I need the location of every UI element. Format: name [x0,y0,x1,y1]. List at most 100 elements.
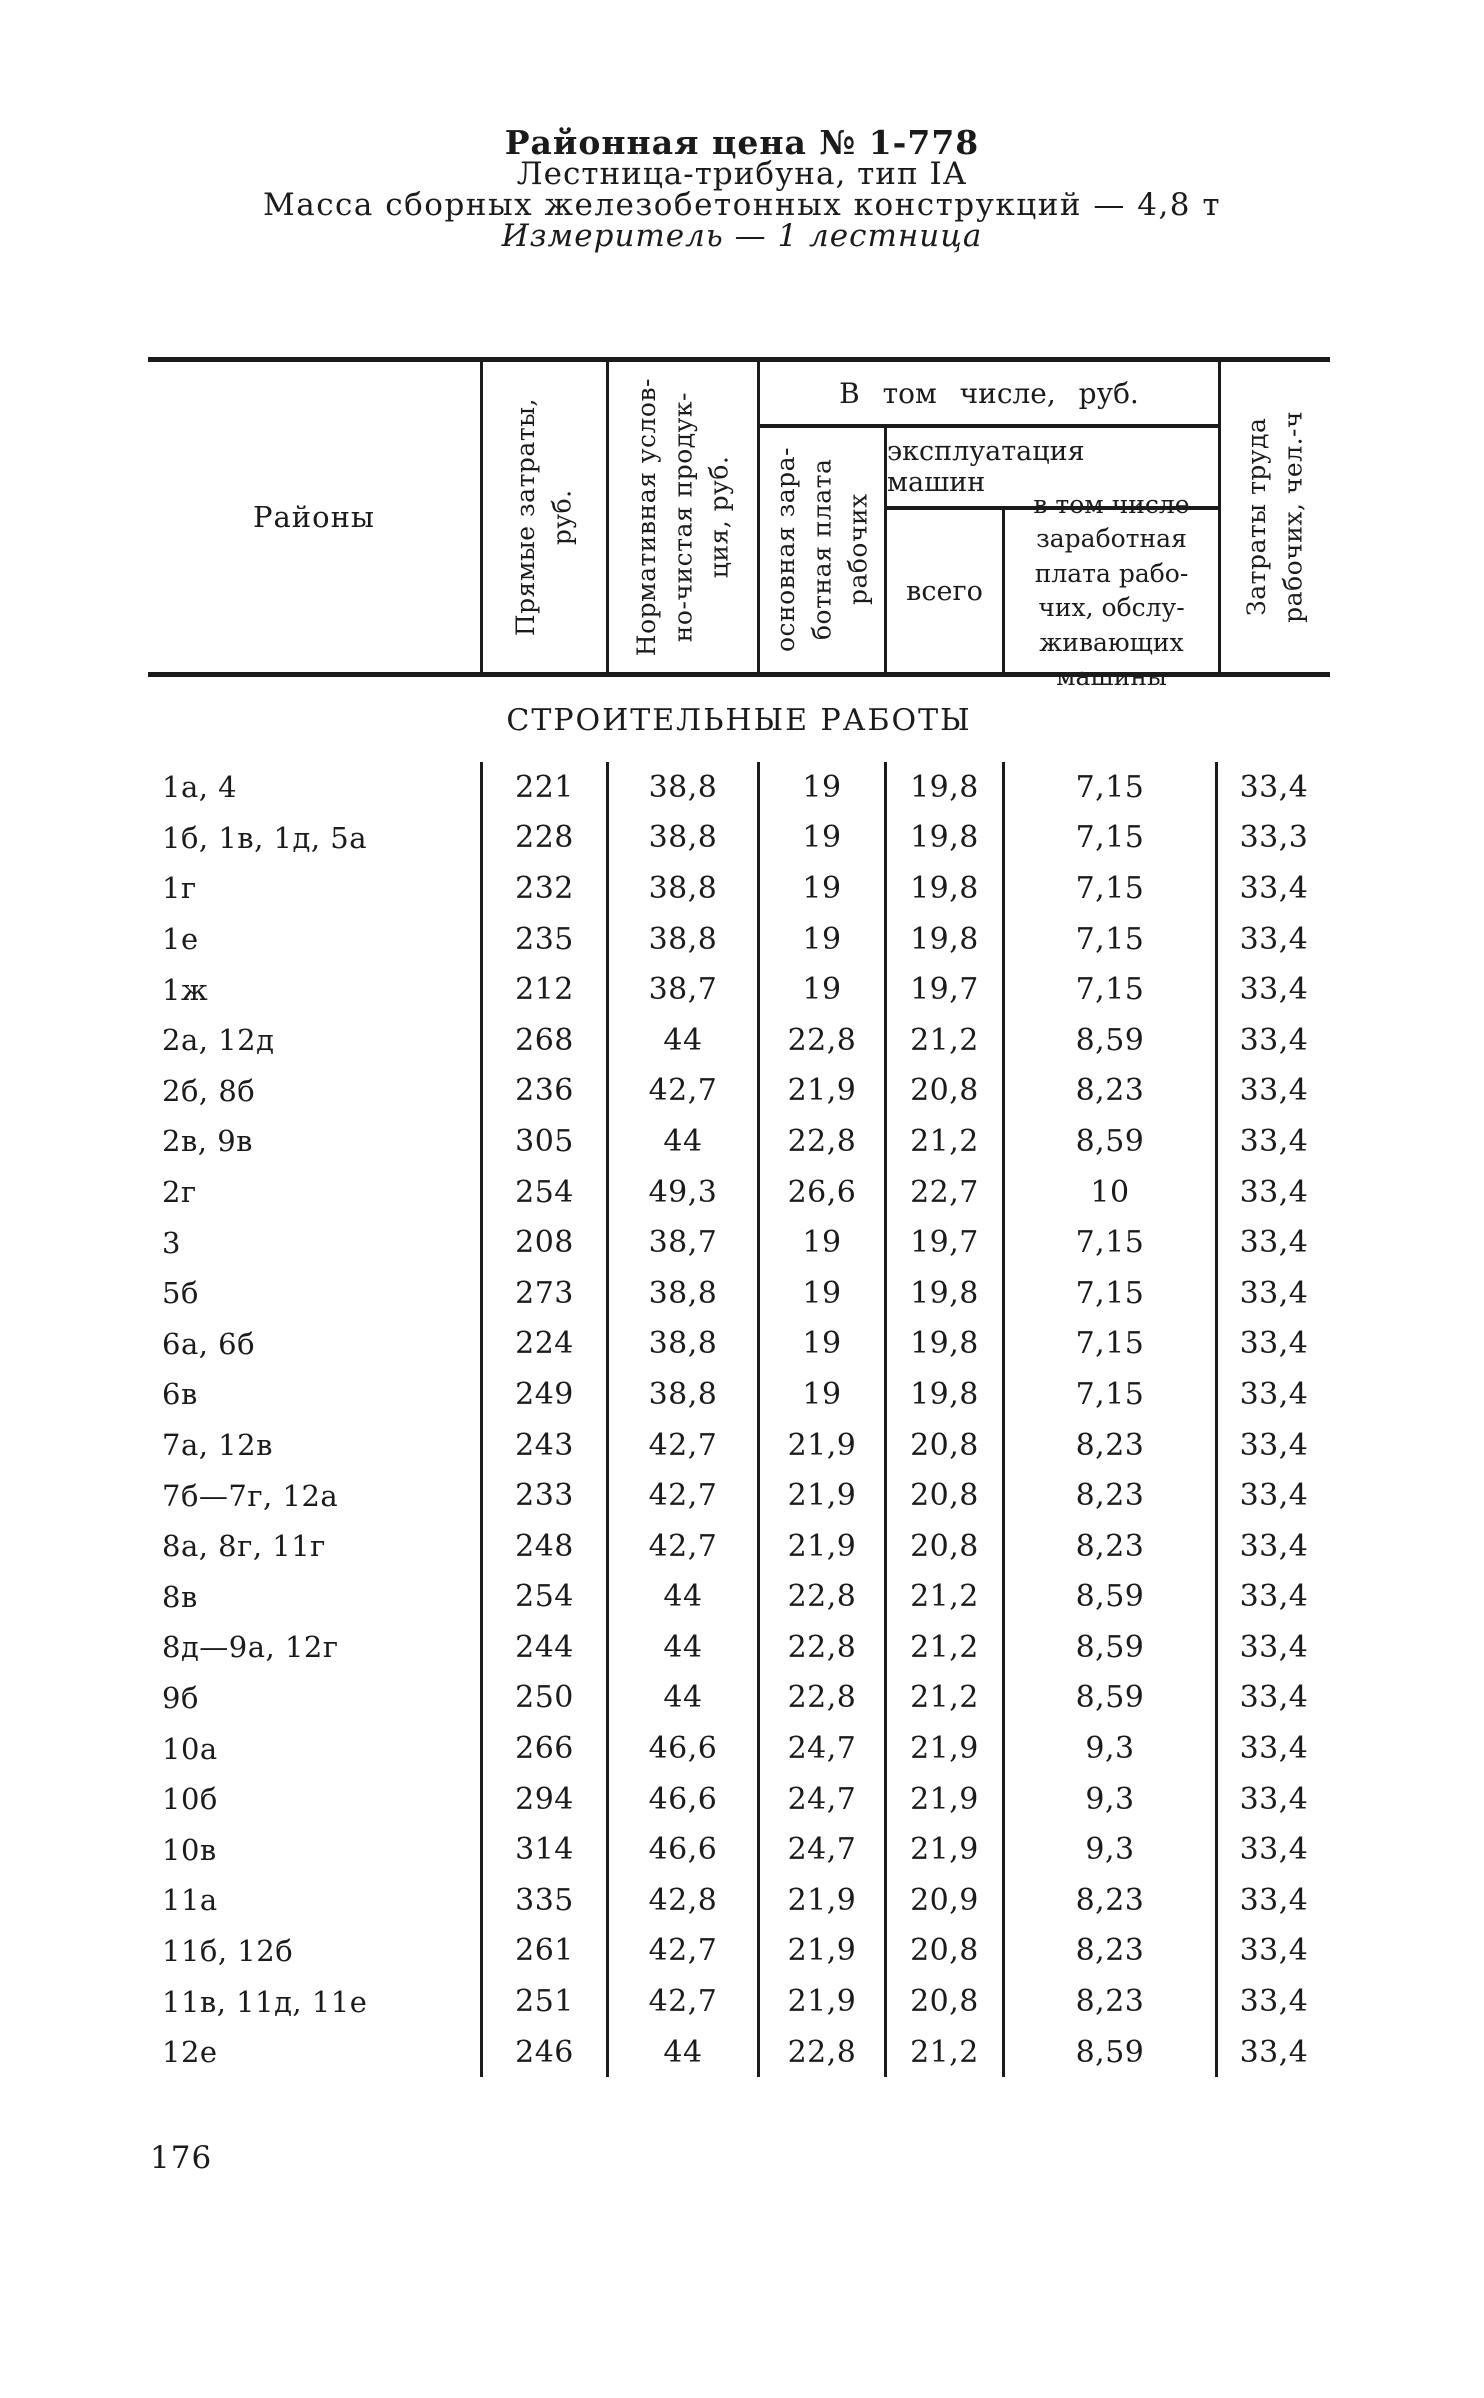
cell-normative-production: 46,6 [609,1773,760,1825]
cell-machine-total: 19,8 [887,812,1005,864]
row-region-label: 10б [148,1773,483,1825]
cell-machine-wage: 7,15 [1005,913,1218,965]
cell-labor-costs: 33,4 [1239,1680,1309,1716]
cell-labor-costs: 33,4 [1239,1123,1309,1159]
cell-basic-wage: 21,9 [760,1419,887,1471]
cell-labor-costs: 33,4 [1239,1882,1309,1918]
cell-basic-wage: 21,9 [760,1875,887,1926]
cell-normative-production: 38,8 [609,913,760,965]
cell-labor-costs: 33,4 [1239,1781,1309,1817]
cell-normative-production: 42,7 [609,1065,760,1117]
col-header-labor-costs: Затраты труда рабочих, чел.-ч [1218,362,1330,672]
cell-machine-wage: 9,3 [1005,1723,1218,1774]
cell-direct-costs: 212 [483,964,609,1015]
cell-normative-production: 44 [609,1622,760,1673]
row-region-label: 9б [148,1672,483,1724]
row-region-label: 5б [148,1267,483,1319]
cell-basic-wage: 21,9 [760,1065,887,1117]
cell-machine-total: 21,2 [887,1116,1005,1167]
cell-direct-costs: 305 [483,1116,609,1167]
cell-basic-wage: 22,8 [760,2026,887,2078]
col-header-basic-wage: основная зара- ботная плата рабочих [760,428,887,672]
cell-basic-wage: 22,8 [760,1622,887,1673]
cell-machine-total: 21,2 [887,1014,1005,1066]
cell-machine-wage: 7,15 [1005,863,1218,914]
cell-basic-wage: 22,8 [760,1014,887,1066]
cell-normative-production: 42,7 [609,1976,760,2027]
row-region-label: 11б, 12б [148,1925,483,1977]
cell-direct-costs: 224 [483,1318,609,1370]
row-region-label: 7а, 12в [148,1419,483,1471]
cell-direct-costs: 221 [483,762,609,813]
cell-labor-costs: 33,4 [1239,870,1309,906]
cell-basic-wage: 19 [760,863,887,914]
col-header-including-machine-wage: в том числе заработная плата рабо- чих, … [1005,490,1218,692]
cell-basic-wage: 24,7 [760,1723,887,1774]
cell-normative-production: 38,7 [609,1217,760,1268]
cell-basic-wage: 21,9 [760,1976,887,2027]
cell-machine-wage: 9,3 [1005,1773,1218,1825]
cell-machine-wage: 8,23 [1005,1065,1218,1117]
cell-machine-wage: 8,59 [1005,2026,1218,2078]
cell-machine-total: 21,9 [887,1824,1005,1876]
col-header-including-rub: В том числе, руб. [760,362,1218,428]
cell-normative-production: 38,8 [609,1267,760,1319]
cell-machine-total: 21,2 [887,1571,1005,1623]
col-header-total-label: всего [906,575,983,607]
cell-direct-costs: 244 [483,1622,609,1673]
cell-normative-production: 42,7 [609,1520,760,1572]
cell-basic-wage: 19 [760,812,887,864]
cell-machine-wage: 7,15 [1005,762,1218,813]
col-header-machine-operation-label: эксплуатация машин [887,436,1085,498]
row-region-label: 6а, 6б [148,1318,483,1370]
cell-machine-wage: 8,59 [1005,1622,1218,1673]
row-region-label: 7б—7г, 12а [148,1470,483,1521]
cell-normative-production: 38,8 [609,863,760,914]
cell-machine-wage: 7,15 [1005,1267,1218,1319]
cell-normative-production: 42,7 [609,1470,760,1521]
cell-direct-costs: 273 [483,1267,609,1319]
cell-basic-wage: 22,8 [760,1116,887,1167]
cell-machine-total: 21,2 [887,2026,1005,2078]
cell-machine-total: 19,7 [887,964,1005,1015]
cell-labor-costs: 33,4 [1239,1984,1309,2020]
cell-machine-wage: 10 [1005,1166,1218,1218]
cell-machine-wage: 8,59 [1005,1672,1218,1724]
document-heading: Районная цена № 1-778 Лестница-трибуна, … [0,126,1484,252]
cell-direct-costs: 236 [483,1065,609,1117]
cell-labor-costs: 33,4 [1239,1225,1309,1261]
cell-direct-costs: 268 [483,1014,609,1066]
cell-normative-production: 42,7 [609,1925,760,1977]
cell-machine-total: 20,8 [887,1520,1005,1572]
cell-basic-wage: 24,7 [760,1773,887,1825]
cell-direct-costs: 261 [483,1925,609,1977]
cell-labor-costs: 33,4 [1239,1275,1309,1311]
row-region-label: 2а, 12д [148,1014,483,1066]
cell-machine-total: 19,8 [887,863,1005,914]
cell-direct-costs: 232 [483,863,609,914]
cell-basic-wage: 19 [760,1318,887,1370]
cell-basic-wage: 19 [760,762,887,813]
col-header-machine-operation: эксплуатация машин [887,428,1218,510]
cell-normative-production: 42,7 [609,1419,760,1471]
cell-machine-wage: 7,15 [1005,964,1218,1015]
row-region-label: 2в, 9в [148,1116,483,1167]
cell-machine-wage: 8,59 [1005,1116,1218,1167]
price-table-header: Районы Прямые затраты, руб. Нормативная … [148,357,1330,692]
cell-machine-total: 20,8 [887,1419,1005,1471]
measure-subtitle: Измеритель — 1 лестница [501,218,983,254]
cell-normative-production: 38,8 [609,812,760,864]
row-region-label: 1б, 1в, 1д, 5а [148,812,483,864]
col-header-including-rub-label: В том числе, руб. [839,376,1139,410]
cell-machine-wage: 8,23 [1005,1976,1218,2027]
cell-basic-wage: 21,9 [760,1470,887,1521]
cell-labor-costs: 33,4 [1239,1629,1309,1665]
cell-basic-wage: 22,8 [760,1571,887,1623]
cell-normative-production: 49,3 [609,1166,760,1218]
col-header-basic-wage-label: основная зара- ботная плата рабочих [770,447,873,653]
cell-basic-wage: 26,6 [760,1166,887,1218]
col-header-regions-label: Районы [253,500,375,534]
row-region-label: 8д—9а, 12г [148,1622,483,1673]
cell-machine-wage: 7,15 [1005,1369,1218,1420]
